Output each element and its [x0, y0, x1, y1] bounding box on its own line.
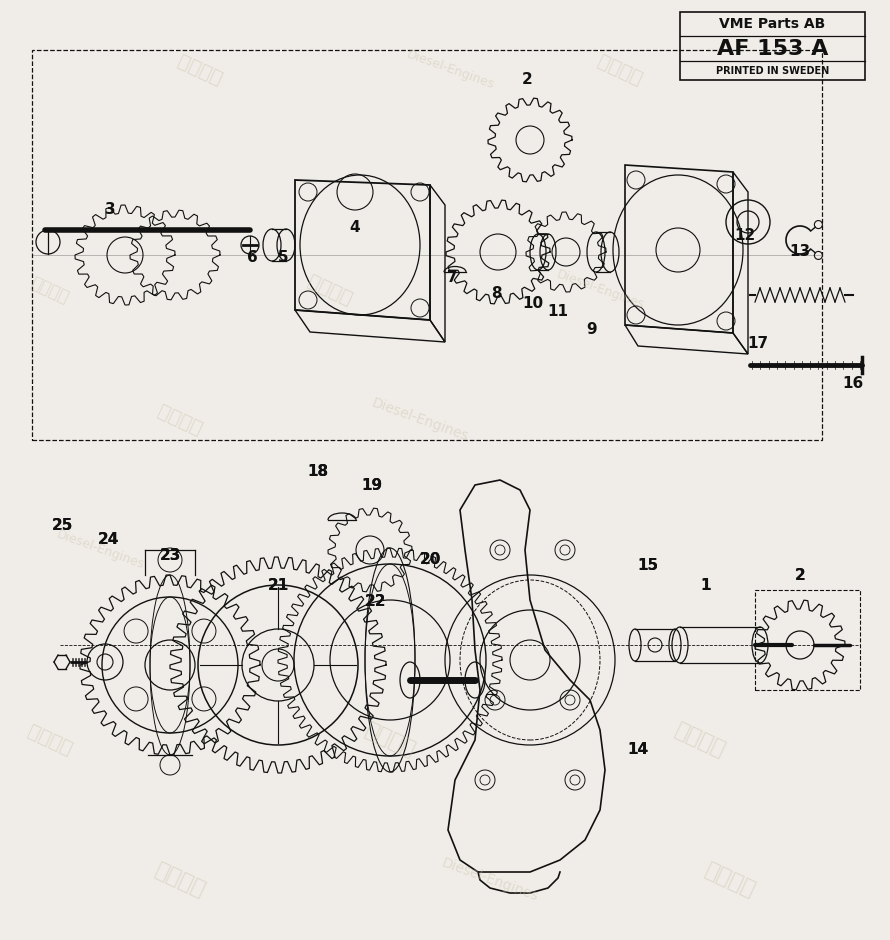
Text: 3: 3 — [105, 202, 116, 217]
Text: 6: 6 — [247, 250, 257, 265]
Text: 2: 2 — [522, 72, 532, 87]
Text: 23: 23 — [159, 547, 181, 562]
Text: 15: 15 — [637, 557, 659, 572]
Text: 1: 1 — [700, 577, 711, 592]
Text: VME Parts AB: VME Parts AB — [719, 17, 826, 31]
Text: PRINTED IN SWEDEN: PRINTED IN SWEDEN — [716, 66, 829, 76]
Text: 2: 2 — [795, 568, 805, 583]
Text: 24: 24 — [97, 532, 118, 547]
Text: Diesel-Engines: Diesel-Engines — [404, 48, 496, 92]
Text: 23: 23 — [159, 547, 181, 562]
Text: 20: 20 — [419, 553, 441, 568]
Text: 21: 21 — [267, 577, 288, 592]
Text: 紫发动力: 紫发动力 — [155, 401, 206, 439]
Text: AF 153 A: AF 153 A — [716, 39, 829, 58]
Text: 22: 22 — [364, 594, 385, 609]
Text: 9: 9 — [587, 322, 597, 337]
Text: 19: 19 — [361, 478, 383, 493]
Text: 17: 17 — [748, 337, 769, 352]
Text: 紫发动力: 紫发动力 — [304, 272, 355, 308]
Text: 18: 18 — [307, 464, 328, 479]
Text: 16: 16 — [842, 377, 863, 391]
Text: 18: 18 — [307, 464, 328, 479]
Text: 12: 12 — [734, 227, 756, 243]
Text: 14: 14 — [627, 743, 649, 758]
Text: 19: 19 — [361, 478, 383, 493]
Text: 7: 7 — [447, 271, 457, 286]
Text: 紫发动力: 紫发动力 — [361, 720, 418, 760]
Text: 8: 8 — [490, 287, 501, 302]
Text: 1: 1 — [700, 577, 711, 592]
Text: 紫发动力: 紫发动力 — [25, 722, 76, 759]
Text: 21: 21 — [267, 577, 288, 592]
Text: 13: 13 — [789, 244, 811, 259]
Text: 10: 10 — [522, 296, 544, 311]
Text: 14: 14 — [627, 743, 649, 758]
Text: Diesel-Engines: Diesel-Engines — [54, 528, 146, 572]
Text: 2: 2 — [795, 568, 805, 583]
Text: 15: 15 — [637, 557, 659, 572]
Text: 紫发动力: 紫发动力 — [701, 860, 758, 901]
Text: 紫发动力: 紫发动力 — [595, 52, 645, 88]
Text: 紫发动力: 紫发动力 — [151, 860, 208, 901]
Text: 4: 4 — [350, 221, 360, 236]
Text: Diesel-Engines: Diesel-Engines — [369, 396, 471, 444]
Text: 紫发动力: 紫发动力 — [174, 52, 225, 88]
Text: 25: 25 — [52, 518, 73, 532]
Text: 11: 11 — [547, 305, 569, 320]
Text: 22: 22 — [364, 594, 385, 609]
Text: 24: 24 — [97, 532, 118, 547]
Text: 紫发动力: 紫发动力 — [672, 720, 729, 760]
Text: Diesel-Engines: Diesel-Engines — [440, 856, 540, 904]
Text: 紫发动力: 紫发动力 — [28, 274, 72, 306]
Text: 5: 5 — [278, 250, 288, 265]
Text: 25: 25 — [52, 518, 73, 532]
Text: Diesel-Engines: Diesel-Engines — [554, 268, 645, 312]
Text: 20: 20 — [419, 553, 441, 568]
